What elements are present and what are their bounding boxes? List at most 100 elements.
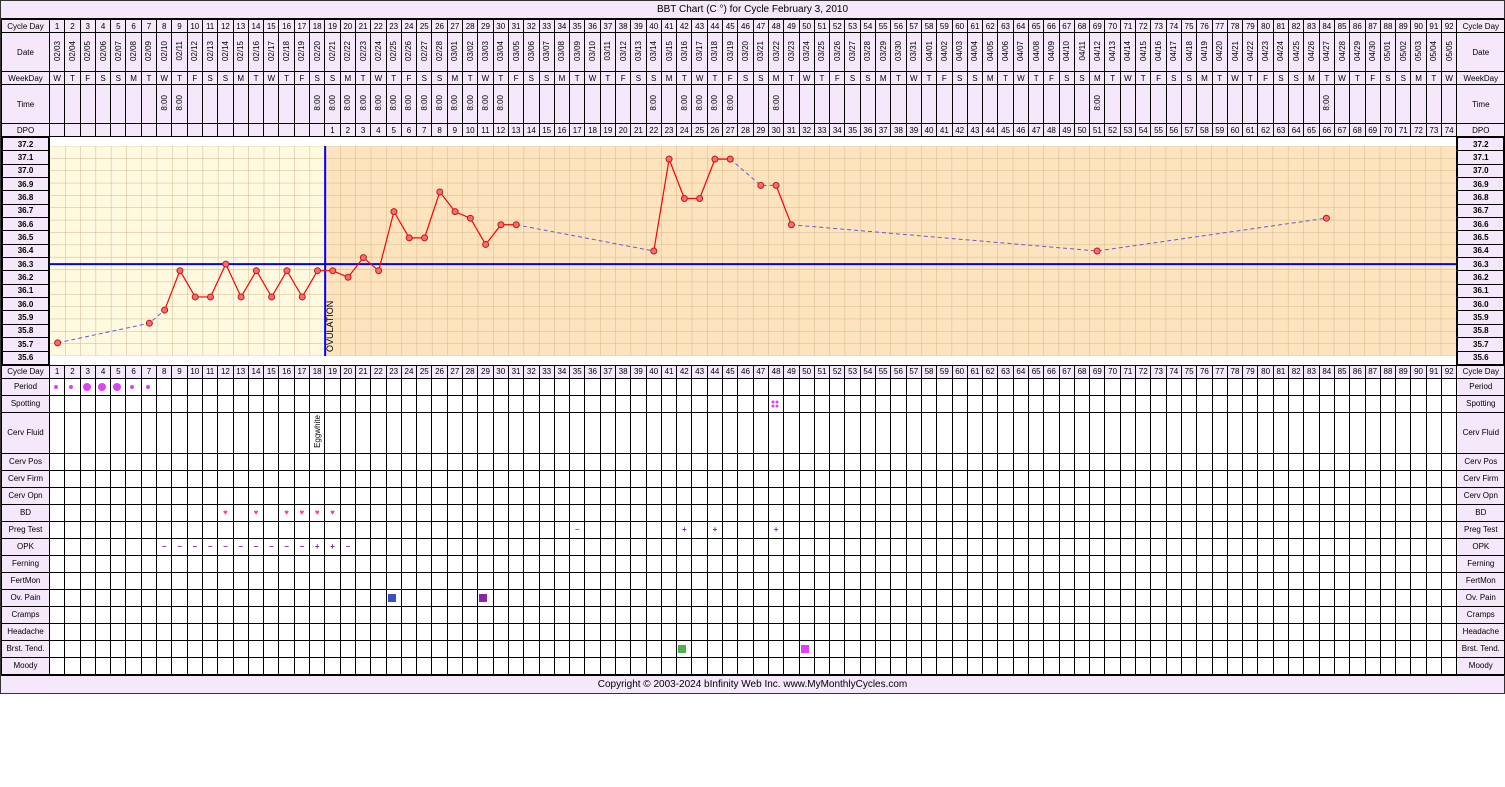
cell: 03/12 <box>615 33 630 72</box>
cell <box>570 572 585 589</box>
cell <box>1396 538 1411 555</box>
cell: 51 <box>814 365 829 378</box>
cell <box>294 124 309 137</box>
cell <box>753 470 768 487</box>
cell <box>784 555 799 572</box>
cell: 04/26 <box>1304 33 1319 72</box>
cell <box>554 572 569 589</box>
cell: 28 <box>463 365 478 378</box>
cell <box>1396 521 1411 538</box>
cell <box>967 606 982 623</box>
cell: T <box>814 72 829 85</box>
cell <box>1426 504 1441 521</box>
cell <box>218 378 233 395</box>
cell <box>157 487 172 504</box>
cell <box>279 606 294 623</box>
cell <box>906 470 921 487</box>
cell: 30 <box>768 124 783 137</box>
cell: F <box>401 72 416 85</box>
cell <box>1181 623 1196 640</box>
cell <box>493 521 508 538</box>
cell <box>218 487 233 504</box>
cell <box>876 378 891 395</box>
row-label: OPK <box>2 538 50 555</box>
cell <box>906 538 921 555</box>
cell <box>1426 572 1441 589</box>
cell <box>1304 538 1319 555</box>
cell: 04/25 <box>1289 33 1304 72</box>
cell <box>738 657 753 674</box>
cell <box>937 470 952 487</box>
cell <box>1304 572 1319 589</box>
cell: 86 <box>1350 20 1365 33</box>
cell <box>860 623 875 640</box>
cell <box>1105 470 1120 487</box>
cell <box>967 640 982 657</box>
cell <box>264 487 279 504</box>
cell: 8:00 <box>768 85 783 124</box>
cell: 26 <box>432 365 447 378</box>
row-label: Brst. Tend. <box>2 640 50 657</box>
cell <box>1166 395 1181 412</box>
cell <box>845 395 860 412</box>
cell <box>983 487 998 504</box>
cell <box>111 640 126 657</box>
cell: S <box>738 72 753 85</box>
cell <box>1151 521 1166 538</box>
cell <box>1365 572 1380 589</box>
cell <box>768 412 783 453</box>
cell <box>585 538 600 555</box>
cell: 34 <box>554 365 569 378</box>
cell: 05/03 <box>1411 33 1426 72</box>
row-label: Cycle Day <box>1457 20 1505 33</box>
cell <box>1166 640 1181 657</box>
cell <box>830 470 845 487</box>
cell <box>1120 453 1135 470</box>
cell <box>814 538 829 555</box>
cell <box>355 412 370 453</box>
cell <box>738 572 753 589</box>
cell <box>1380 555 1395 572</box>
cell <box>1166 589 1181 606</box>
cell: 03/21 <box>753 33 768 72</box>
footer: Copyright © 2003-2024 bInfinity Web Inc.… <box>1 675 1504 693</box>
cell <box>1289 521 1304 538</box>
cell <box>294 85 309 124</box>
cell <box>340 606 355 623</box>
cell <box>493 487 508 504</box>
cell <box>1090 606 1105 623</box>
cell <box>1258 470 1273 487</box>
cell <box>386 395 401 412</box>
cell <box>1350 412 1365 453</box>
cell <box>1212 589 1227 606</box>
cell <box>1013 657 1028 674</box>
cell <box>401 623 416 640</box>
cell <box>218 85 233 124</box>
cell: 84 <box>1319 365 1334 378</box>
cell <box>294 395 309 412</box>
cell <box>371 504 386 521</box>
cell: T <box>386 72 401 85</box>
cell <box>1304 412 1319 453</box>
cell: 34 <box>554 20 569 33</box>
cell: 03/11 <box>600 33 615 72</box>
cell <box>508 640 523 657</box>
cell: 33 <box>814 124 829 137</box>
cell <box>646 395 661 412</box>
cell <box>1013 470 1028 487</box>
cell <box>1289 504 1304 521</box>
cell: 45 <box>723 365 738 378</box>
cell <box>967 470 982 487</box>
cell <box>1319 395 1334 412</box>
cell <box>784 572 799 589</box>
cell: 12 <box>493 124 508 137</box>
cell: 3 <box>355 124 370 137</box>
cell: 58 <box>921 20 936 33</box>
cell <box>1289 640 1304 657</box>
cell <box>768 657 783 674</box>
cell <box>478 589 493 606</box>
cell: 52 <box>1105 124 1120 137</box>
cell: 8:00 <box>463 85 478 124</box>
cell <box>126 453 141 470</box>
cell <box>1350 538 1365 555</box>
